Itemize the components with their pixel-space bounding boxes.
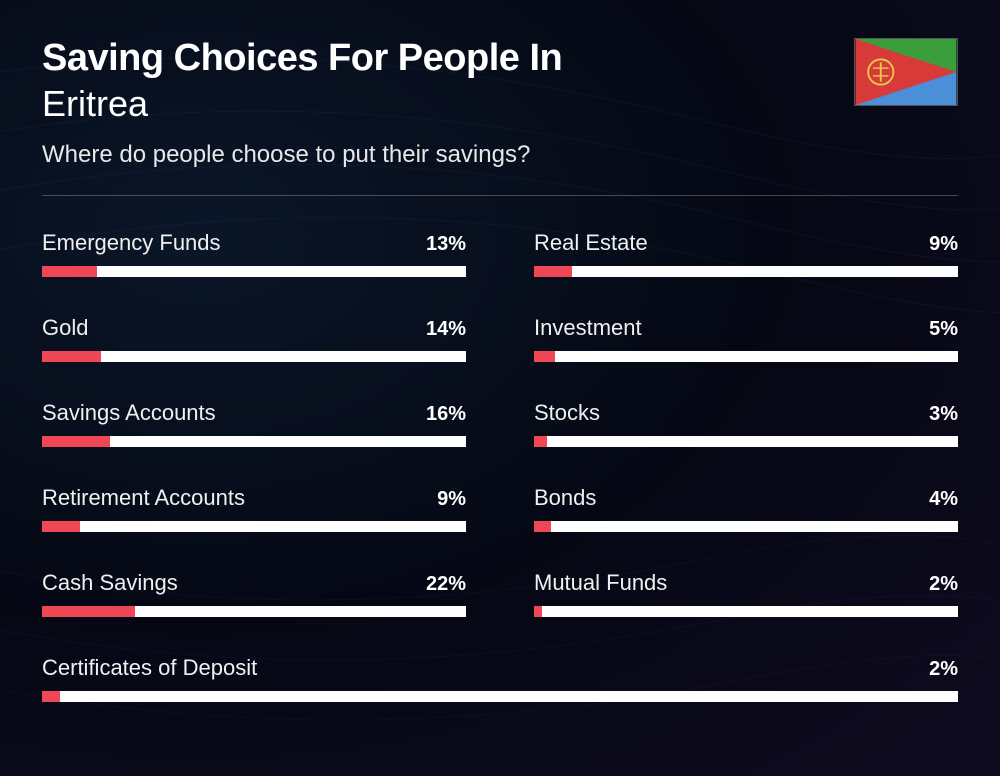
bar-value: 9%: [437, 488, 466, 511]
bar-track: [42, 266, 466, 277]
bar-value: 4%: [929, 488, 958, 511]
bar-fill: [42, 266, 97, 277]
bar-fill: [534, 351, 555, 362]
title-line1: Saving Choices For People In: [42, 38, 834, 80]
bar-track: [42, 691, 958, 702]
bar-track: [534, 606, 958, 617]
bar-value: 9%: [929, 233, 958, 256]
bar-chart-grid: Emergency Funds 13% Real Estate 9% Gold 14% In…: [42, 230, 958, 702]
bar-value: 5%: [929, 318, 958, 341]
bar-value: 16%: [426, 403, 466, 426]
bar-item: Stocks 3%: [534, 400, 958, 447]
bar-value: 3%: [929, 403, 958, 426]
bar-label: Cash Savings: [42, 570, 178, 596]
bar-fill: [42, 351, 101, 362]
bar-value: 2%: [929, 658, 958, 681]
bar-label: Stocks: [534, 400, 600, 426]
bar-fill: [534, 436, 547, 447]
bar-track: [534, 521, 958, 532]
bar-label: Retirement Accounts: [42, 485, 245, 511]
bar-value: 22%: [426, 573, 466, 596]
bar-value: 14%: [426, 318, 466, 341]
bar-label: Gold: [42, 315, 88, 341]
bar-track: [534, 436, 958, 447]
flag-icon: [854, 38, 958, 106]
bar-item: Investment 5%: [534, 315, 958, 362]
bar-item: Cash Savings 22%: [42, 570, 466, 617]
bar-fill: [42, 691, 60, 702]
bar-fill: [534, 266, 572, 277]
bar-value: 2%: [929, 573, 958, 596]
bar-item: Certificates of Deposit 2%: [42, 655, 958, 702]
bar-track: [42, 606, 466, 617]
bar-track: [534, 351, 958, 362]
divider: [42, 195, 958, 196]
header: Saving Choices For People In Eritrea Whe…: [42, 38, 958, 169]
bar-label: Certificates of Deposit: [42, 655, 257, 681]
bar-label: Real Estate: [534, 230, 648, 256]
bar-label: Emergency Funds: [42, 230, 221, 256]
bar-item: Bonds 4%: [534, 485, 958, 532]
subtitle: Where do people choose to put their savi…: [42, 141, 834, 169]
bar-fill: [42, 436, 110, 447]
bar-track: [42, 521, 466, 532]
bar-label: Bonds: [534, 485, 596, 511]
bar-item: Mutual Funds 2%: [534, 570, 958, 617]
bar-fill: [534, 521, 551, 532]
bar-fill: [42, 606, 135, 617]
bar-label: Savings Accounts: [42, 400, 216, 426]
bar-value: 13%: [426, 233, 466, 256]
bar-fill: [534, 606, 542, 617]
bar-item: Real Estate 9%: [534, 230, 958, 277]
bar-item: Retirement Accounts 9%: [42, 485, 466, 532]
bar-track: [534, 266, 958, 277]
bar-label: Investment: [534, 315, 642, 341]
bar-item: Savings Accounts 16%: [42, 400, 466, 447]
title-line2: Eritrea: [42, 84, 834, 124]
bar-track: [42, 436, 466, 447]
bar-label: Mutual Funds: [534, 570, 667, 596]
bar-item: Gold 14%: [42, 315, 466, 362]
bar-track: [42, 351, 466, 362]
bar-fill: [42, 521, 80, 532]
bar-item: Emergency Funds 13%: [42, 230, 466, 277]
